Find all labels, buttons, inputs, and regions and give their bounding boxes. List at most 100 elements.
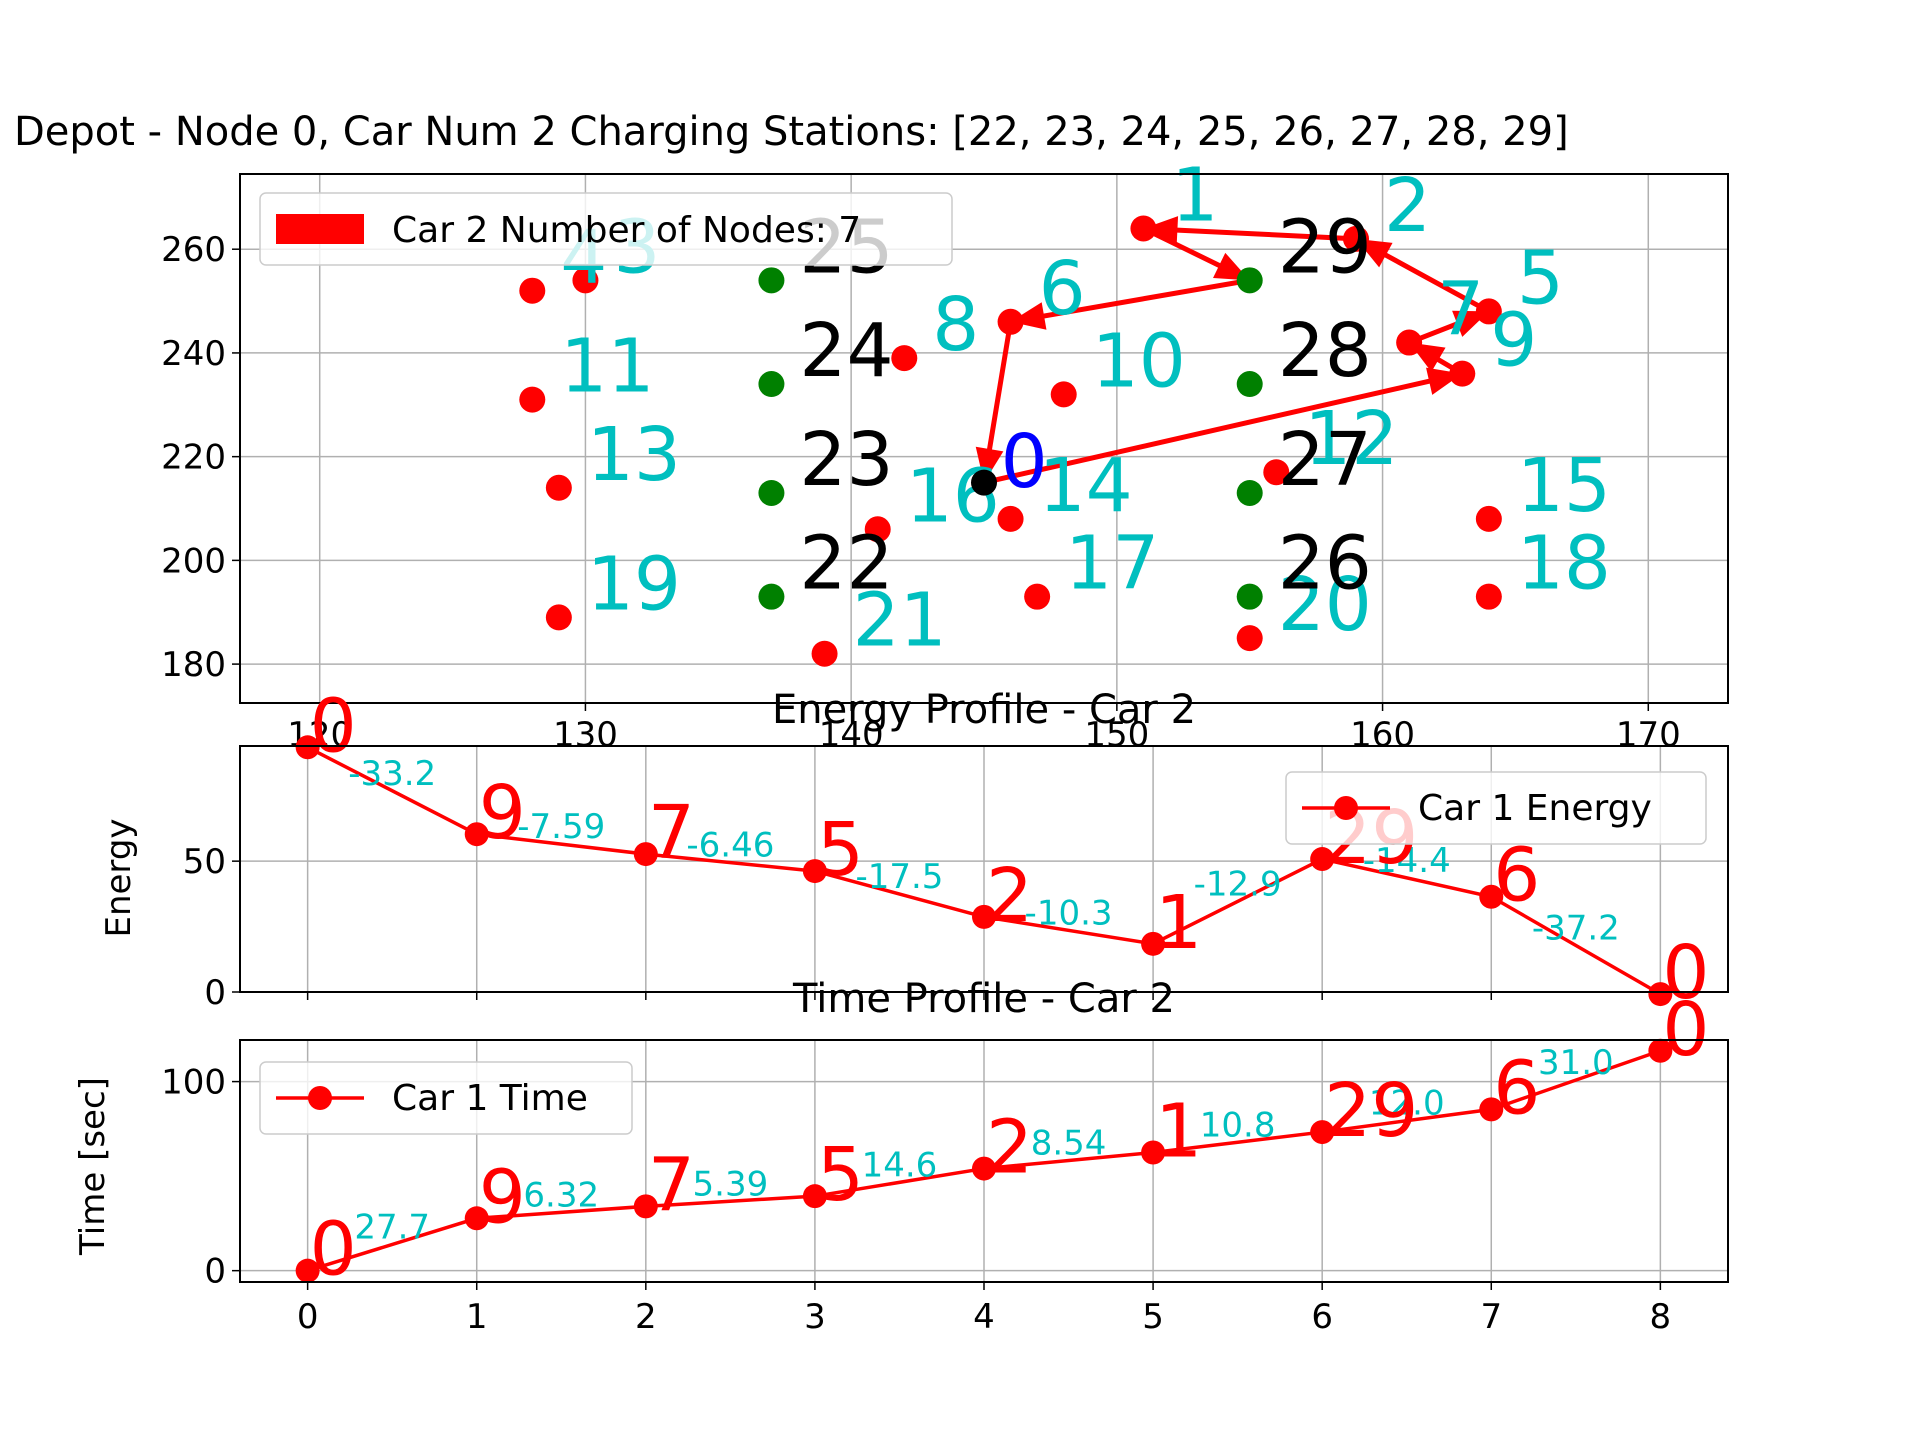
customer-node-label: 12 (1304, 396, 1398, 482)
time-data-point (1479, 1097, 1504, 1122)
time-segment-label: 8.54 (1031, 1124, 1107, 1164)
map-y-tick-label: 200 (161, 541, 226, 581)
customer-node (519, 386, 546, 413)
customer-node-label: 5 (1517, 235, 1564, 321)
route-arrowhead (1143, 216, 1179, 245)
time-node-label: 6 (1493, 1045, 1540, 1131)
time-data-point (972, 1156, 996, 1181)
charging-station-node (1236, 267, 1263, 294)
energy-data-point (633, 842, 658, 867)
time-data-point (1310, 1120, 1335, 1145)
customer-node-label: 20 (1278, 562, 1372, 648)
energy-y-axis-label: Energy (99, 818, 139, 937)
customer-node (997, 505, 1024, 532)
customer-node (1130, 215, 1157, 242)
customer-node (1475, 583, 1502, 610)
customer-node (1343, 225, 1369, 252)
charging-station-label: 23 (799, 417, 893, 503)
time-x-tick-label: 0 (297, 1297, 319, 1337)
time-node-label: 29 (1324, 1068, 1418, 1154)
time-segment-label: 10.8 (1200, 1105, 1276, 1145)
map-y-tick-label: 220 (161, 438, 226, 478)
customer-node-label: 19 (587, 541, 681, 627)
map-y-tick-label: 180 (161, 645, 226, 685)
energy-segment-label: -17.5 (855, 857, 943, 897)
customer-node (1449, 360, 1476, 387)
time-y-tick-label: 100 (161, 1063, 226, 1103)
energy-legend-marker (1334, 796, 1358, 820)
map-x-tick-label: 160 (1350, 715, 1415, 755)
time-data-point (295, 1258, 320, 1283)
route-map-panel: 1201301401501601701802002202402601234567… (161, 152, 1729, 755)
energy-segment-label: -33.2 (348, 754, 436, 794)
charging-station-node (1236, 479, 1263, 506)
customer-node-label: 8 (932, 282, 979, 368)
depot-node (971, 469, 997, 496)
map-legend-box (259, 192, 953, 266)
energy-node-label: 1 (1155, 880, 1202, 966)
time-segment-label: 31.0 (1538, 1043, 1614, 1083)
time-legend-marker (308, 1086, 332, 1110)
customer-node (572, 267, 599, 294)
customer-node (1475, 298, 1502, 325)
energy-data-point (802, 859, 827, 884)
time-legend-box (259, 1061, 633, 1135)
time-data-point (464, 1206, 489, 1231)
energy-node-label: 6 (1493, 833, 1540, 919)
charging-station-node (1236, 371, 1263, 398)
energy-data-point (1479, 884, 1504, 909)
time-x-tick-label: 6 (1311, 1297, 1333, 1337)
map-y-tick-label: 260 (161, 230, 226, 270)
customer-node (864, 516, 891, 543)
energy-profile-title: Energy Profile - Car 2 (772, 687, 1196, 733)
map-x-tick-label: 150 (1084, 715, 1149, 755)
customer-node (1050, 381, 1077, 408)
map-x-tick-label: 140 (819, 715, 884, 755)
time-x-tick-label: 2 (635, 1297, 657, 1337)
customer-node-label: 9 (1490, 298, 1537, 384)
time-node-label: 0 (1662, 987, 1709, 1073)
charging-station-node (758, 371, 785, 398)
energy-node-label: 7 (648, 790, 695, 876)
charging-station-label: 22 (799, 521, 893, 607)
energy-legend-box (1285, 771, 1707, 845)
customer-node (545, 474, 572, 501)
customer-node (1263, 459, 1290, 486)
time-axes-frame (239, 1039, 1729, 1283)
charging-station-label: 28 (1278, 308, 1372, 394)
time-x-tick-label: 7 (1480, 1297, 1502, 1337)
time-node-label: 0 (310, 1207, 357, 1293)
customer-node (519, 277, 546, 304)
customer-node-label: 16 (906, 453, 1000, 539)
customer-node (545, 604, 572, 631)
time-profile-title: Time Profile - Car 2 (792, 976, 1175, 1022)
map-x-tick-label: 130 (553, 715, 618, 755)
energy-segment-label: -10.3 (1025, 893, 1113, 933)
energy-segment-label: -14.4 (1363, 841, 1451, 881)
customer-node (811, 640, 838, 667)
charging-station-node (758, 479, 785, 506)
energy-legend-label: Car 1 Energy (1418, 788, 1652, 829)
customer-node-label: 17 (1065, 521, 1159, 607)
energy-data-point (972, 904, 996, 929)
map-axes-frame (239, 173, 1729, 704)
customer-node-label: 11 (560, 324, 654, 410)
customer-node-label: 10 (1092, 318, 1186, 404)
energy-segment-label: -12.9 (1194, 864, 1282, 904)
energy-data-point (1141, 931, 1166, 956)
customer-node-label: 21 (853, 578, 947, 664)
charging-station-node (1236, 583, 1263, 610)
energy-data-point (464, 822, 489, 847)
time-node-label: 9 (479, 1154, 526, 1240)
customer-node (1396, 329, 1423, 356)
customer-node-label: 18 (1517, 521, 1611, 607)
customer-node-label: 15 (1517, 443, 1611, 529)
customer-node-label: 2 (1384, 163, 1431, 249)
time-x-tick-label: 1 (466, 1297, 488, 1337)
time-segment-label: 5.39 (693, 1164, 769, 1204)
customer-node (997, 308, 1024, 335)
time-data-point (1141, 1140, 1166, 1165)
energy-segment-label: -7.59 (517, 807, 605, 847)
